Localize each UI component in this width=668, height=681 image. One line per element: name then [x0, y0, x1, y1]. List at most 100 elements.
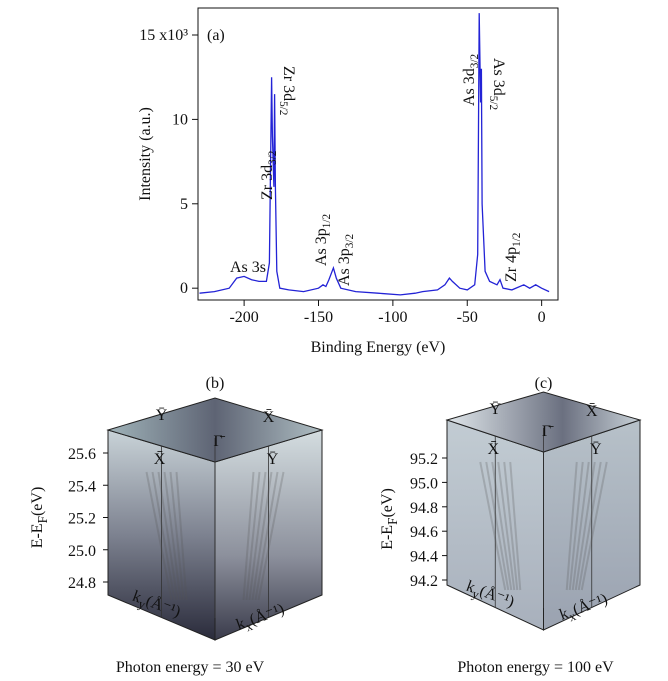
label: E-EF(eV) [29, 487, 50, 549]
label-part: 3/2 [469, 54, 481, 68]
dispersion-band [254, 471, 279, 601]
caption: Photon energy = 30 eV [116, 659, 265, 676]
dispersion-band [245, 471, 261, 601]
label-part: 5/2 [277, 101, 289, 115]
label-part: x [244, 619, 255, 635]
label-part: Zr 3d [280, 66, 297, 101]
symmetry-point: Γ̄ [213, 433, 225, 450]
label-part: E-E [379, 525, 396, 550]
dispersion-band [479, 461, 507, 591]
spectrum-line [199, 13, 550, 296]
dispersion-band [565, 461, 578, 591]
symmetry-point: X̄ [487, 441, 499, 458]
dispersion-band [509, 461, 522, 591]
y-tick-label: 25.6 [68, 446, 96, 463]
label-part: As 3s [230, 259, 266, 276]
x-tick-label: -150 [304, 309, 333, 326]
label-part: x [567, 609, 578, 625]
dispersion-band [491, 461, 513, 591]
symmetry-point: Ȳ [590, 441, 602, 458]
label-part: Zr 4p [503, 247, 520, 282]
label: As 3p1/2 [313, 214, 333, 266]
label-part: y [470, 587, 481, 603]
label: Zr 3d3/2 [259, 151, 279, 200]
dispersion-band [497, 461, 516, 591]
y-tick-label: 94.2 [410, 573, 438, 590]
y-tick-label: 95.0 [410, 475, 438, 492]
label-part: 3/2 [267, 151, 279, 165]
y-tick-label: 25.0 [68, 543, 96, 560]
symmetry-point: Γ̄ [542, 423, 554, 440]
label-part: As 3d [461, 68, 478, 106]
symmetry-point: Ȳ [489, 401, 501, 418]
dispersion-band [580, 461, 608, 591]
y-tick-label: 0 [180, 280, 188, 297]
label-part: E-E [29, 523, 46, 548]
y-tick-label: 5 [180, 196, 188, 213]
label: E-EF(eV) [379, 488, 400, 550]
dispersion-band [251, 471, 273, 601]
label: As 3p3/2 [336, 234, 356, 286]
label-part: 1/2 [511, 233, 523, 247]
dispersion-band [568, 461, 584, 591]
y-tick-label: 10 [172, 111, 188, 128]
dispersion-band [248, 471, 267, 601]
caption: Photon energy = 100 eV [457, 659, 614, 676]
label-part: F [35, 516, 50, 523]
label-part: y [136, 597, 147, 613]
dispersion-band [503, 461, 519, 591]
label-part: (eV) [29, 487, 46, 516]
symmetry-point: Ȳ [156, 407, 168, 424]
label-part: As 3d [490, 58, 507, 96]
label: As 3s [230, 259, 266, 276]
label: As 3d5/2 [487, 58, 507, 110]
symmetry-point: X̄ [263, 409, 275, 426]
dispersion-band [157, 471, 179, 601]
cube-top-face [445, 391, 642, 453]
dispersion-band [145, 471, 173, 601]
label-part: 3/2 [344, 234, 356, 248]
x-tick-label: -100 [378, 309, 407, 326]
label-part: Zr 3d [259, 165, 276, 200]
x-axis-label: Binding Energy (eV) [311, 339, 446, 356]
y-tick-label: 94.8 [410, 500, 438, 517]
x-tick-label: -200 [229, 309, 258, 326]
y-tick-label: 94.6 [410, 524, 438, 541]
panel-label: (a) [207, 27, 225, 44]
label: Zr 4p1/2 [503, 233, 523, 282]
dispersion-band [257, 471, 285, 601]
y-tick-label: 95.2 [410, 451, 438, 468]
dispersion-band [577, 461, 602, 591]
dispersion-band [571, 461, 590, 591]
panel-label: (c) [535, 375, 553, 392]
label-part: (eV) [379, 488, 396, 517]
y-tick-label: 25.4 [68, 478, 96, 495]
plot-frame [197, 7, 559, 301]
dispersion-band [175, 471, 188, 601]
dispersion-band [574, 461, 596, 591]
dispersion-band [151, 471, 176, 601]
label-part: 1/2 [321, 214, 333, 228]
label-part: F [385, 518, 400, 525]
symmetry-point: X̄ [586, 403, 598, 420]
label-part: As 3p [313, 228, 330, 266]
label-part: As 3p [336, 248, 353, 286]
y-tick-label: 24.8 [68, 575, 96, 592]
x-tick-label: 0 [538, 309, 546, 326]
y-tick-label: 94.4 [410, 549, 438, 566]
label-part: 5/2 [487, 96, 499, 110]
x-tick-label: -50 [457, 309, 478, 326]
y-axis-label: Intensity (a.u.) [137, 107, 154, 201]
dispersion-band [169, 471, 185, 601]
y-tick-label: 15 x10³ [139, 27, 188, 44]
label: As 3d3/2 [461, 54, 481, 106]
symmetry-point: X̄ [154, 451, 166, 468]
panel-label: (b) [206, 375, 225, 392]
dispersion-band [163, 471, 182, 601]
y-tick-label: 25.2 [68, 511, 96, 528]
dispersion-band [242, 471, 255, 601]
label: Zr 3d5/2 [277, 66, 297, 115]
dispersion-band [485, 461, 510, 591]
symmetry-point: Ȳ [267, 451, 279, 468]
